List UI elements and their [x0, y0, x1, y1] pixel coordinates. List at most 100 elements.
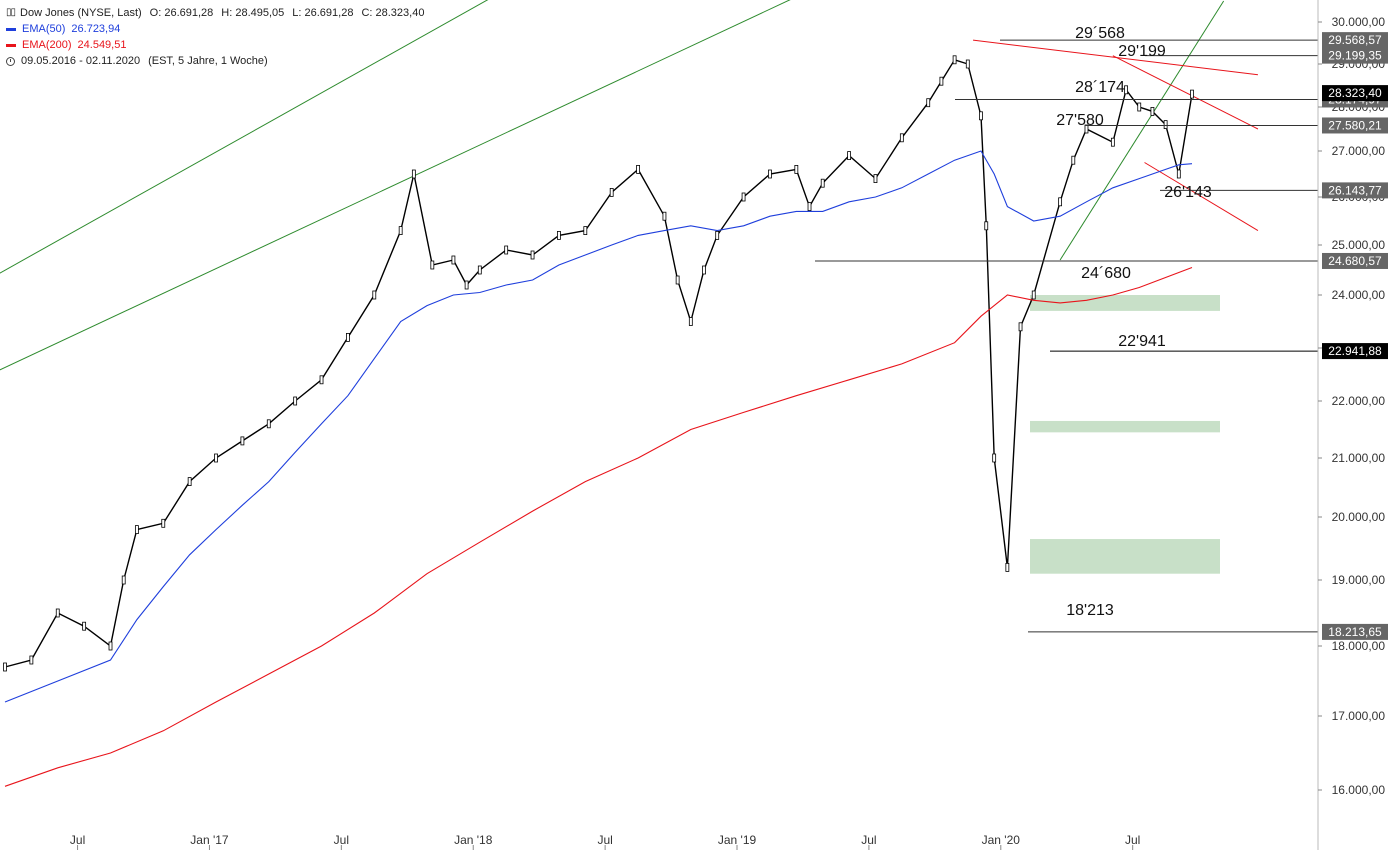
price-point [346, 332, 350, 342]
y-tick-label: 18.000,00 [1332, 639, 1386, 653]
y-tick-label: 21.000,00 [1332, 451, 1386, 465]
y-tick-label: 20.000,00 [1332, 510, 1386, 524]
legend-title: Dow Jones (NYSE, Last) [20, 7, 142, 19]
date-range: 09.05.2016 - 02.11.2020 [21, 55, 141, 67]
price-point [794, 164, 799, 174]
price-point [108, 641, 113, 651]
level-annotation: 22'941 [1118, 333, 1166, 350]
price-point [965, 59, 970, 69]
x-tick-label: Jan '17 [190, 833, 229, 847]
ohlc-bars-icon: ▯▯ [6, 7, 16, 18]
legend-ema200-row: EMA(200) 24.549,51 [6, 37, 424, 53]
price-point [873, 174, 878, 184]
price-point [293, 396, 298, 406]
price-point [372, 290, 377, 300]
price-point [398, 226, 403, 236]
level-annotation: 29´568 [1075, 25, 1125, 42]
level-tag-label: 29.568,57 [1328, 33, 1382, 47]
price-point [187, 477, 192, 487]
legend-title-row: ▯▯ Dow Jones (NYSE, Last) O: 26.691,28 H… [6, 5, 424, 21]
level-tag-label: 24.680,57 [1328, 254, 1382, 268]
price-point [214, 453, 218, 463]
price-point [1031, 290, 1036, 300]
price-point [3, 662, 7, 672]
trendline [1059, 0, 1225, 261]
price-line [4, 58, 1193, 668]
price-point [1005, 563, 1010, 572]
price-point [161, 518, 166, 528]
price-point [504, 245, 509, 255]
x-tick-label: Jul [70, 833, 85, 847]
support-zone [1030, 420, 1220, 433]
price-point [1190, 89, 1194, 99]
level-annotation: 26'143 [1164, 184, 1212, 201]
y-tick-label: 24.000,00 [1332, 288, 1386, 302]
price-point [636, 164, 640, 174]
price-point [430, 260, 435, 270]
level-annotation: 24´680 [1081, 265, 1131, 282]
legend-low: L: 26.691,28 [292, 7, 354, 19]
price-point [952, 55, 957, 65]
support-zone [1030, 295, 1220, 311]
y-tick-label: 19.000,00 [1332, 573, 1386, 587]
ema50-swatch [6, 27, 16, 31]
price-point [55, 608, 60, 618]
price-point [530, 250, 535, 260]
price-point [557, 230, 561, 240]
chart-legend: ▯▯ Dow Jones (NYSE, Last) O: 26.691,28 H… [6, 5, 424, 69]
legend-ema50-row: EMA(50) 26.723,94 [6, 21, 424, 37]
x-tick-label: Jan '18 [454, 833, 493, 847]
x-tick-label: Jul [861, 833, 876, 847]
level-tag [1322, 117, 1388, 134]
date-range-note: (EST, 5 Jahre, 1 Woche) [148, 55, 268, 67]
x-tick-label: Jul [597, 833, 612, 847]
y-tick-label: 27.000,00 [1332, 144, 1386, 158]
legend-range-row: 09.05.2016 - 02.11.2020 (EST, 5 Jahre, 1… [6, 53, 424, 69]
ema200-swatch [6, 43, 16, 47]
price-point [702, 265, 706, 275]
price-point [1163, 120, 1168, 129]
price-point [1058, 197, 1063, 207]
ema200-line [4, 266, 1193, 787]
level-tag [1322, 343, 1388, 360]
level-annotation: 29'199 [1118, 43, 1166, 60]
price-point [939, 76, 944, 86]
level-annotation: 27'580 [1056, 112, 1104, 129]
ema200-value: 24.549,51 [77, 39, 127, 51]
level-tag [1322, 47, 1388, 64]
price-point [741, 192, 746, 202]
y-tick-label: 25.000,00 [1332, 238, 1386, 252]
price-point [662, 211, 667, 221]
trendline [1112, 55, 1259, 130]
price-point [926, 98, 931, 108]
price-point [134, 525, 139, 534]
legend-high: H: 28.495,05 [221, 7, 285, 19]
support-zone [1030, 539, 1220, 574]
price-point [1110, 137, 1115, 147]
level-tag-label: 22.941,88 [1328, 344, 1382, 358]
y-tick-label: 22.000,00 [1332, 394, 1386, 408]
legend-close: C: 28.323,40 [361, 7, 425, 19]
price-point [984, 221, 989, 231]
price-point [121, 575, 126, 585]
price-point [820, 178, 825, 188]
price-point [1018, 322, 1023, 332]
price-point [688, 317, 693, 326]
price-point [768, 169, 772, 179]
price-point [240, 436, 245, 446]
price-point [847, 151, 851, 161]
price-point [1150, 107, 1155, 116]
last-price-label: 28.323,40 [1328, 86, 1382, 100]
price-point [319, 375, 324, 385]
level-annotation: 18'213 [1066, 602, 1114, 619]
price-point [1176, 169, 1181, 179]
level-tag-label: 18.213,65 [1328, 625, 1382, 639]
price-point [266, 419, 271, 429]
legend-open: O: 26.691,28 [149, 7, 214, 19]
y-tick-label: 16.000,00 [1332, 783, 1386, 797]
price-point [979, 111, 983, 121]
x-tick-label: Jul [334, 833, 349, 847]
price-point [807, 202, 812, 212]
price-point [675, 275, 680, 285]
